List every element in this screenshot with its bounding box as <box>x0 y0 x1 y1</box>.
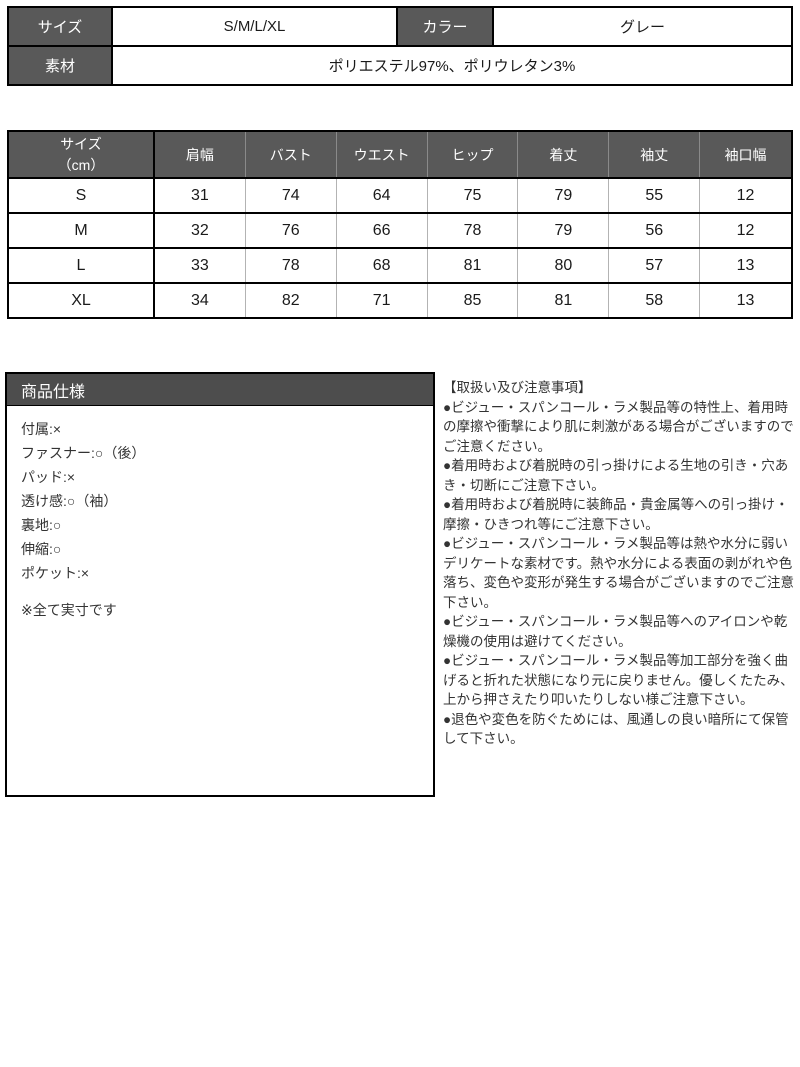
spec-item-sheerness: 透け感:○（袖） <box>21 493 118 509</box>
size-chart-table: サイズ （cm） 肩幅 バスト ウエスト ヒップ 着丈 袖丈 袖口幅 S 31 … <box>7 130 793 319</box>
precaution-item: ●着用時および着脱時の引っ掛けによる生地の引き・穴あき・切断にご注意下さい。 <box>443 458 789 493</box>
measurement-cell: 82 <box>246 284 337 317</box>
column-header-bust: バスト <box>246 132 337 177</box>
column-header-shoulder-width: 肩幅 <box>155 132 246 177</box>
size-name-cell: XL <box>9 284 155 317</box>
column-header-waist: ウエスト <box>337 132 428 177</box>
measurement-cell: 66 <box>337 214 428 247</box>
precaution-item: ●退色や変色を防ぐためには、風通しの良い暗所にて保管して下さい。 <box>443 711 789 747</box>
measurement-cell: 78 <box>428 214 519 247</box>
size-name-cell: L <box>9 249 155 282</box>
color-value-cell: グレー <box>619 19 665 36</box>
measurement-cell: 79 <box>518 214 610 247</box>
measurement-cell: 12 <box>736 186 755 204</box>
precaution-item: ●着用時および着脱時に装飾品・貴金属等への引っ掛け・摩擦・ひきつれ等にご注意下さ… <box>443 497 789 532</box>
column-header-cuff-width: 袖口幅 <box>724 146 767 163</box>
measurement-cell: 13 <box>736 256 755 274</box>
spec-item-fastener: ファスナー:○（後） <box>21 445 146 461</box>
measurement-cell: 58 <box>609 284 701 317</box>
precautions-title: 【取扱い及び注意事項】 <box>443 380 592 395</box>
precaution-item: ●ビジュー・スパンコール・ラメ製品等の特性上、着用時の摩擦や衝撃により肌に刺激が… <box>443 399 794 454</box>
info-row-size-color: サイズ S/M/L/XL カラー グレー <box>9 8 791 47</box>
spec-item-stretch: 伸縮:○ <box>21 541 62 557</box>
measurement-cell: 74 <box>246 179 337 212</box>
material-value-cell: ポリエステル97%、ポリウレタン3% <box>328 58 576 75</box>
spec-item-lining: 裏地:○ <box>21 517 62 533</box>
measurement-cell: 31 <box>155 179 246 212</box>
table-row-size-l: L 33 78 68 81 80 57 13 <box>9 247 791 282</box>
table-row-size-m: M 32 76 66 78 79 56 12 <box>9 212 791 247</box>
spec-box-title: 商品仕様 <box>7 374 433 406</box>
measurement-cell: 55 <box>609 179 701 212</box>
column-header-sleeve-length: 袖丈 <box>609 132 701 177</box>
measurement-cell: 78 <box>246 249 337 282</box>
measurement-cell: 81 <box>518 284 610 317</box>
spec-box-body: 付属:× ファスナー:○（後） パッド:× 透け感:○（袖） 裏地:○ 伸縮:○… <box>7 406 433 633</box>
measurement-cell: 80 <box>518 249 610 282</box>
measurement-cell: 34 <box>155 284 246 317</box>
product-info-table: サイズ S/M/L/XL カラー グレー 素材 ポリエステル97%、ポリウレタン… <box>7 6 793 86</box>
precaution-item: ●ビジュー・スパンコール・ラメ製品等へのアイロンや乾燥機の使用は避けてください。 <box>443 614 788 649</box>
column-header-hip: ヒップ <box>428 132 519 177</box>
color-label-cell: カラー <box>398 8 494 45</box>
info-row-material: 素材 ポリエステル97%、ポリウレタン3% <box>9 47 791 84</box>
size-name-cell: S <box>9 179 155 212</box>
spec-item-pad: パッド:× <box>21 469 76 485</box>
measurement-cell: 56 <box>609 214 701 247</box>
table-row-size-xl: XL 34 82 71 85 81 58 13 <box>9 282 791 317</box>
spec-item-pocket: ポケット:× <box>21 565 90 581</box>
measurement-cell: 32 <box>155 214 246 247</box>
size-name-cell: M <box>9 214 155 247</box>
precaution-item: ●ビジュー・スパンコール・ラメ製品等加工部分を強く曲げると折れた状態になり元に戻… <box>443 653 794 707</box>
measurement-cell: 68 <box>337 249 428 282</box>
column-header-size-cm: サイズ （cm） <box>9 132 155 177</box>
measurement-cell: 57 <box>609 249 701 282</box>
measurement-cell: 12 <box>736 221 755 239</box>
measurement-cell: 85 <box>428 284 519 317</box>
precaution-item: ●ビジュー・スパンコール・ラメ製品等は熱や水分に弱いデリケートな素材です。熱や水… <box>443 536 794 610</box>
measurement-cell: 75 <box>428 179 519 212</box>
measurement-cell: 81 <box>428 249 519 282</box>
measurement-cell: 64 <box>337 179 428 212</box>
product-spec-box: 商品仕様 付属:× ファスナー:○（後） パッド:× 透け感:○（袖） 裏地:○… <box>5 372 435 797</box>
measurement-cell: 33 <box>155 249 246 282</box>
spec-item-accessory: 付属:× <box>21 421 62 437</box>
measurement-cell: 79 <box>518 179 610 212</box>
spec-note-actual-measurements: ※全て実寸です <box>21 602 117 618</box>
measurement-cell: 13 <box>736 291 755 309</box>
measurement-cell: 76 <box>246 214 337 247</box>
size-value-cell: S/M/L/XL <box>113 8 398 45</box>
size-label-cell: サイズ <box>9 8 113 45</box>
material-label-cell: 素材 <box>9 47 113 84</box>
size-chart-header-row: サイズ （cm） 肩幅 バスト ウエスト ヒップ 着丈 袖丈 袖口幅 <box>9 132 791 177</box>
table-row-size-s: S 31 74 64 75 79 55 12 <box>9 177 791 212</box>
handling-precautions: 【取扱い及び注意事項】 ●ビジュー・スパンコール・ラメ製品等の特性上、着用時の摩… <box>443 378 796 749</box>
column-header-length: 着丈 <box>518 132 610 177</box>
measurement-cell: 71 <box>337 284 428 317</box>
